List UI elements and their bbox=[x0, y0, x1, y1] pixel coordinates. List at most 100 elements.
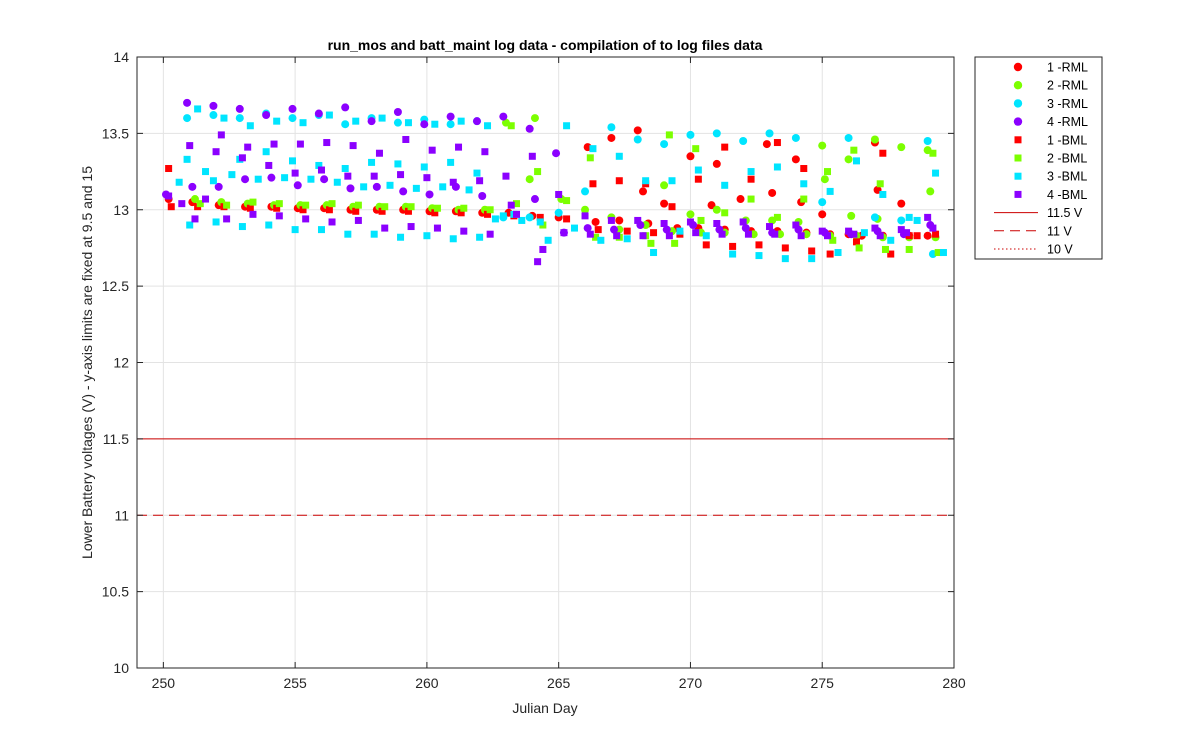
data-point bbox=[291, 169, 299, 177]
data-point bbox=[346, 184, 355, 193]
data-point bbox=[887, 236, 895, 244]
data-point bbox=[460, 204, 468, 212]
data-point bbox=[781, 255, 789, 263]
data-point bbox=[381, 224, 389, 232]
data-point bbox=[870, 213, 879, 222]
data-point bbox=[792, 221, 800, 229]
data-point bbox=[446, 112, 455, 121]
data-point bbox=[613, 232, 621, 240]
data-point bbox=[214, 182, 223, 191]
data-point bbox=[502, 172, 510, 180]
data-point bbox=[275, 200, 283, 208]
data-point bbox=[449, 235, 457, 243]
data-point bbox=[397, 171, 405, 179]
data-point bbox=[270, 140, 278, 148]
x-tick-label: 270 bbox=[679, 675, 703, 691]
data-point bbox=[367, 117, 376, 126]
data-point bbox=[676, 227, 684, 235]
series-group bbox=[165, 131, 937, 266]
data-point bbox=[399, 187, 408, 196]
legend-marker bbox=[1013, 117, 1023, 126]
data-point bbox=[370, 172, 378, 180]
data-point bbox=[325, 206, 333, 214]
data-point bbox=[486, 230, 494, 238]
data-point bbox=[879, 190, 887, 198]
data-point bbox=[317, 166, 325, 174]
data-point bbox=[586, 230, 594, 238]
data-point bbox=[671, 239, 679, 247]
data-point bbox=[194, 105, 202, 113]
data-point bbox=[647, 239, 655, 247]
data-point bbox=[818, 227, 826, 235]
data-point bbox=[476, 177, 484, 185]
data-point bbox=[183, 114, 192, 123]
data-point bbox=[692, 229, 700, 237]
data-point bbox=[826, 250, 834, 258]
data-point bbox=[592, 233, 600, 241]
data-point bbox=[481, 148, 489, 156]
data-point bbox=[876, 232, 884, 240]
data-point bbox=[702, 232, 710, 240]
y-tick-label: 11.5 bbox=[103, 431, 129, 447]
data-point bbox=[262, 148, 270, 156]
data-point bbox=[844, 133, 853, 142]
data-point bbox=[773, 163, 781, 171]
data-point bbox=[834, 249, 842, 257]
data-point bbox=[465, 186, 473, 194]
data-point bbox=[188, 182, 197, 191]
data-point bbox=[739, 218, 747, 226]
data-point bbox=[165, 165, 173, 173]
data-point bbox=[586, 154, 594, 162]
data-point bbox=[747, 168, 755, 176]
legend: 1 -RML 2 -RML 3 -RML 4 -RML 1 -BML 2 -BML 3 -B… bbox=[974, 56, 1103, 260]
legend-marker bbox=[1014, 136, 1022, 144]
data-point bbox=[202, 195, 210, 203]
data-point bbox=[402, 135, 410, 143]
data-point bbox=[721, 209, 729, 217]
data-point bbox=[534, 168, 542, 176]
data-point bbox=[897, 143, 906, 152]
data-point bbox=[317, 226, 325, 234]
data-point bbox=[926, 187, 935, 196]
legend-marker bbox=[1014, 172, 1022, 180]
data-point bbox=[697, 216, 705, 224]
data-point bbox=[639, 187, 648, 196]
data-point bbox=[905, 213, 913, 221]
data-point bbox=[633, 126, 642, 135]
data-point bbox=[852, 157, 860, 165]
y-tick-label: 12.5 bbox=[102, 278, 129, 294]
data-point bbox=[428, 146, 436, 154]
data-point bbox=[394, 160, 402, 168]
data-point bbox=[852, 238, 860, 246]
data-point bbox=[665, 131, 673, 139]
data-point bbox=[844, 155, 853, 164]
y-axis-label: Lower Battery voltages (V) - y-axis limi… bbox=[79, 166, 95, 559]
data-point bbox=[249, 210, 257, 218]
data-point bbox=[913, 232, 921, 240]
data-point bbox=[563, 197, 571, 205]
data-point bbox=[552, 149, 561, 158]
data-point bbox=[296, 140, 304, 148]
data-point bbox=[668, 203, 676, 211]
data-point bbox=[808, 255, 816, 263]
data-point bbox=[818, 141, 827, 150]
data-point bbox=[333, 178, 341, 186]
data-point bbox=[420, 163, 428, 171]
data-point bbox=[344, 172, 352, 180]
data-point bbox=[178, 200, 186, 208]
data-point bbox=[386, 181, 394, 189]
data-point bbox=[273, 204, 281, 212]
data-point bbox=[713, 219, 721, 227]
data-point bbox=[344, 230, 352, 238]
data-point bbox=[755, 241, 763, 249]
data-point bbox=[903, 229, 911, 237]
data-point bbox=[314, 109, 323, 118]
data-point bbox=[457, 117, 465, 125]
data-point bbox=[694, 175, 702, 183]
legend-label: 3 -RML bbox=[1047, 97, 1088, 111]
data-point bbox=[721, 181, 729, 189]
data-point bbox=[354, 216, 362, 224]
data-point bbox=[791, 133, 800, 142]
data-point bbox=[755, 252, 763, 260]
data-point bbox=[808, 247, 816, 255]
